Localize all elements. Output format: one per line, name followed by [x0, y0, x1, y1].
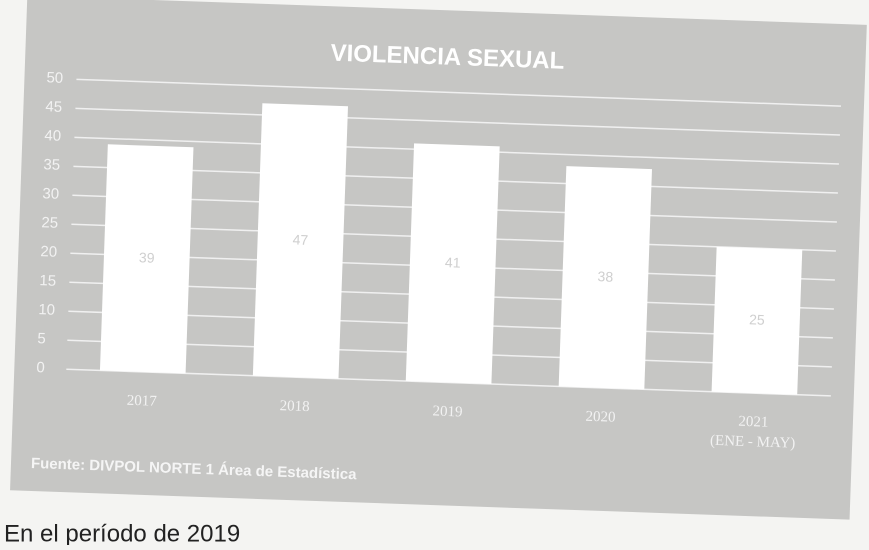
y-tick-label: 0 [36, 359, 45, 376]
bar [405, 143, 500, 385]
y-tick-label: 30 [42, 185, 59, 203]
chart-card: VIOLENCIA SEXUAL 05101520253035404550201… [10, 0, 867, 520]
y-tick-label: 10 [38, 301, 55, 319]
value-label: 25 [749, 311, 765, 328]
x-tick-label: 2020 [585, 409, 616, 426]
y-tick-label: 15 [39, 272, 56, 290]
grid-line [75, 107, 840, 136]
bar [558, 166, 652, 390]
bar [711, 246, 803, 395]
x-tick-label-line: (ENE - MAY) [710, 433, 796, 452]
y-tick-label: 35 [43, 156, 60, 174]
grid-line [76, 78, 841, 107]
x-tick-label: 2019 [432, 403, 463, 420]
y-tick-label: 5 [37, 330, 46, 347]
value-label: 38 [597, 268, 613, 285]
y-tick-label: 45 [45, 98, 62, 116]
x-tick-label: 2018 [279, 398, 310, 415]
y-tick-label: 25 [41, 214, 58, 232]
y-tick-label: 50 [46, 69, 63, 87]
y-tick-label: 40 [44, 127, 61, 145]
value-label: 47 [292, 231, 308, 248]
x-tick-label: 2017 [126, 393, 157, 410]
bar [252, 103, 349, 379]
x-tick-label: 2021 (ENE - MAY) [710, 413, 796, 452]
bar [99, 144, 194, 374]
body-text: En el período de 2019 [4, 520, 240, 545]
y-tick-label: 20 [40, 243, 57, 261]
value-label: 41 [445, 254, 461, 271]
value-label: 39 [139, 249, 155, 266]
x-tick-label-line: 2021 [738, 414, 769, 431]
